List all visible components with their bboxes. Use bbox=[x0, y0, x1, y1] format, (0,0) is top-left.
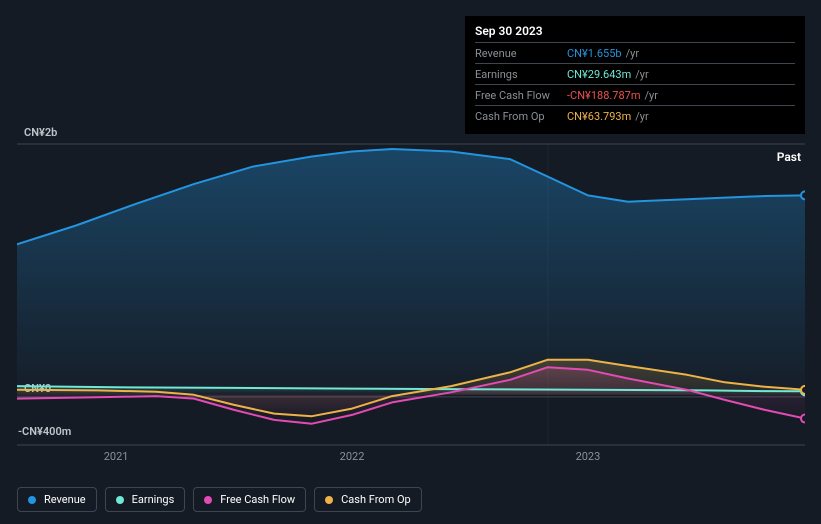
x-tick-label: 2021 bbox=[104, 450, 129, 463]
x-axis-labels: 2021 2022 2023 bbox=[17, 450, 805, 466]
tooltip-row: Cash From OpCN¥63.793m/yr bbox=[475, 105, 795, 126]
legend-label: Free Cash Flow bbox=[220, 493, 295, 506]
tooltip-row: RevenueCN¥1.655b/yr bbox=[475, 42, 795, 63]
legend-label: Revenue bbox=[44, 493, 86, 506]
legend-label: Cash From Op bbox=[341, 493, 411, 506]
tooltip-label: Earnings bbox=[475, 68, 567, 81]
tooltip-row: Free Cash Flow-CN¥188.787m/yr bbox=[475, 84, 795, 105]
legend-item[interactable]: Free Cash Flow bbox=[193, 487, 306, 512]
legend-label: Earnings bbox=[132, 493, 175, 506]
tooltip: Sep 30 2023 RevenueCN¥1.655b/yrEarningsC… bbox=[465, 16, 805, 134]
tooltip-label: Revenue bbox=[475, 47, 567, 60]
legend-swatch bbox=[28, 496, 36, 504]
tooltip-value: CN¥1.655b bbox=[567, 47, 622, 60]
tooltip-suffix: /yr bbox=[635, 110, 648, 123]
x-tick-label: 2023 bbox=[576, 450, 601, 463]
legend-swatch bbox=[325, 496, 333, 504]
tooltip-suffix: /yr bbox=[626, 47, 639, 60]
legend: Revenue Earnings Free Cash Flow Cash From O… bbox=[17, 487, 422, 512]
legend-swatch bbox=[204, 496, 212, 504]
tooltip-row: EarningsCN¥29.643m/yr bbox=[475, 63, 795, 84]
legend-item[interactable]: Revenue bbox=[17, 487, 97, 512]
legend-item[interactable]: Earnings bbox=[105, 487, 186, 512]
legend-item[interactable]: Cash From Op bbox=[314, 487, 422, 512]
tooltip-value: CN¥29.643m bbox=[567, 68, 631, 81]
tooltip-date: Sep 30 2023 bbox=[475, 22, 795, 42]
tooltip-suffix: /yr bbox=[644, 89, 657, 102]
tooltip-label: Free Cash Flow bbox=[475, 89, 567, 102]
tooltip-value: CN¥63.793m bbox=[567, 110, 631, 123]
legend-swatch bbox=[116, 496, 124, 504]
tooltip-label: Cash From Op bbox=[475, 110, 567, 123]
x-tick-label: 2022 bbox=[340, 450, 365, 463]
tooltip-value: -CN¥188.787m bbox=[567, 89, 640, 102]
tooltip-suffix: /yr bbox=[635, 68, 648, 81]
